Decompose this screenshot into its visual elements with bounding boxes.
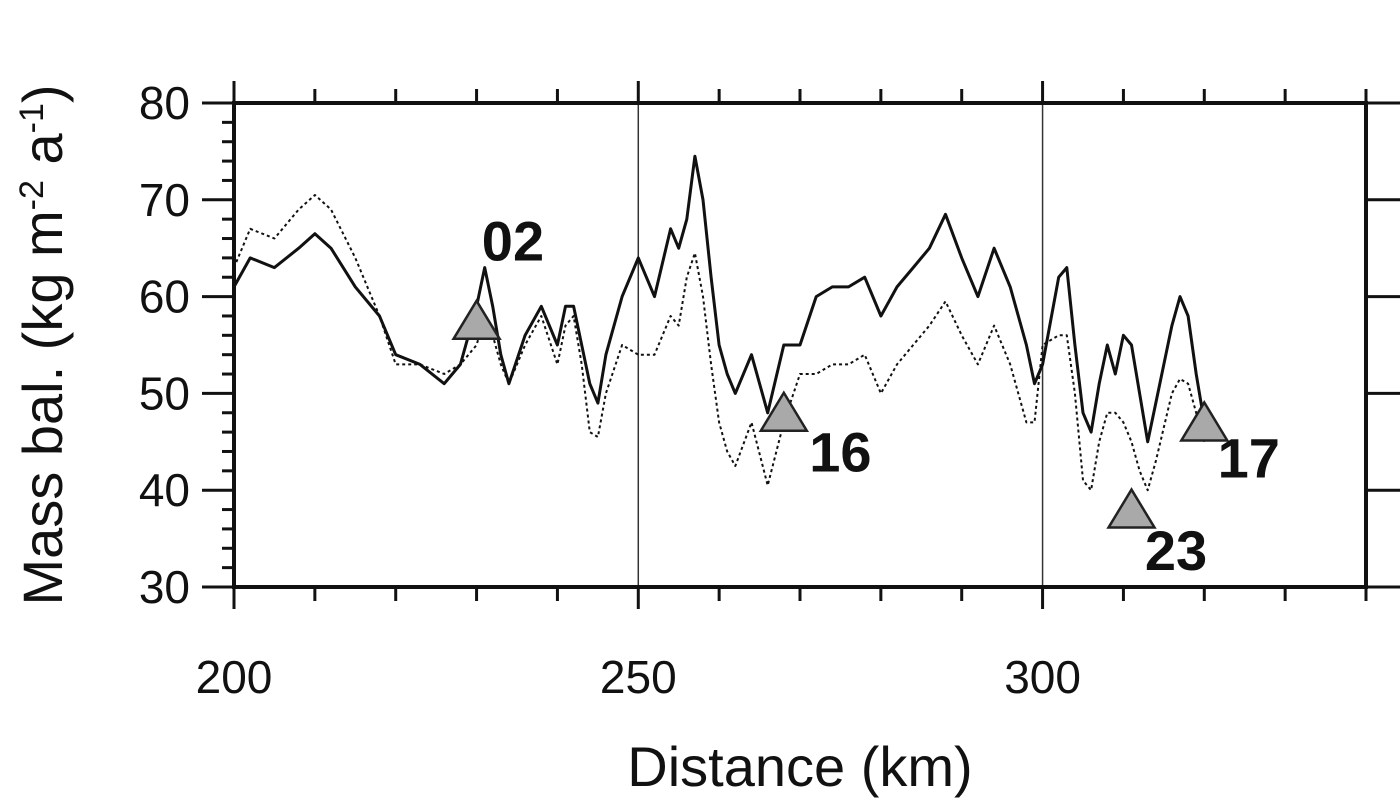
y-tick-label-50: 50 <box>139 367 190 419</box>
station-label-16: 16 <box>809 420 871 483</box>
x-axis-title: Distance (km) <box>627 735 972 798</box>
station-marker-16 <box>758 390 810 433</box>
station-marker-17 <box>1179 400 1230 442</box>
y-axis-title-main: Mass bal. (kg m <box>11 210 74 605</box>
station-label-17: 17 <box>1218 426 1280 489</box>
y-tick-label-30: 30 <box>139 561 190 613</box>
y-axis-title-mid: a <box>11 133 74 181</box>
station-marker-23 <box>1106 487 1157 529</box>
series-line-solid <box>232 154 1206 444</box>
y-tick-label-40: 40 <box>139 464 190 516</box>
station-label-23: 23 <box>1145 519 1207 582</box>
station-label-02: 02 <box>482 209 544 272</box>
y-tick-label-70: 70 <box>139 174 190 226</box>
tick-labels: 200 250 300 30 40 50 60 70 80 <box>139 77 1081 703</box>
y-tick-label-60: 60 <box>139 271 190 323</box>
y-tick-label-80: 80 <box>139 77 190 129</box>
grid-lines <box>637 103 1044 587</box>
x-tick-label-300: 300 <box>1004 651 1081 703</box>
x-tick-label-250: 250 <box>600 651 677 703</box>
plot-series <box>232 154 1206 492</box>
y-axis-title: Mass bal. (kg m-2 a-1) <box>11 84 74 605</box>
tick-marks <box>202 81 1400 609</box>
station-marker-02 <box>451 298 502 341</box>
y-axis-title-sup2: -1 <box>13 103 51 133</box>
y-axis-title-end: ) <box>11 84 74 103</box>
x-tick-label-200: 200 <box>196 651 273 703</box>
y-axis-title-sup1: -2 <box>13 180 51 210</box>
